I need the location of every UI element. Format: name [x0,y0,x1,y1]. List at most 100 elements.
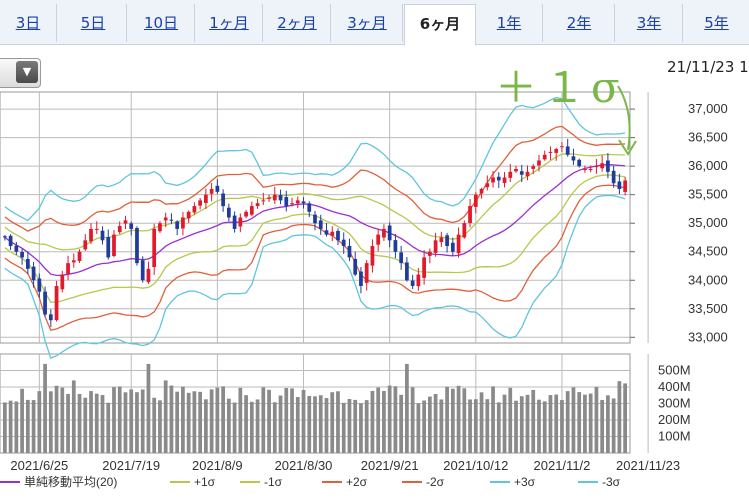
volume-bar [158,400,162,453]
volume-bar [221,386,225,453]
volume-bar [468,399,472,453]
tab-1[interactable]: 3日 [0,4,57,42]
tab-9[interactable]: 2年 [544,4,615,42]
candle-body [427,251,432,256]
candle-body [422,257,426,278]
volume-bar [295,397,300,453]
candle-body [14,245,19,252]
volume-bar [204,399,208,453]
volume-bar [542,401,547,453]
volume-bar [25,399,30,453]
candle-body [83,240,88,250]
volume-bar [433,394,438,453]
plus-3-sigma-line [4,96,626,222]
volume-bar [129,389,134,453]
volume-bar [100,395,105,453]
price-tick-label: 33,500 [688,301,728,316]
candle-body [307,203,312,212]
tab-10[interactable]: 3年 [616,4,683,42]
candle-body [450,242,455,252]
volume-bar [330,392,335,453]
candle-body [496,176,501,181]
candle-body [71,260,76,263]
volume-bar [571,387,576,453]
tab-11[interactable]: 5年 [684,4,749,42]
candle-body [77,251,82,261]
volume-bar [456,385,461,453]
candle-body [94,228,99,230]
volume-bar [359,403,363,453]
candle-body [382,228,386,238]
volume-bar [215,387,220,453]
candle-body [163,217,168,221]
volume-bar [272,402,277,453]
candle-body [3,236,7,238]
volume-bar [606,395,610,453]
candle-body [301,201,306,204]
volume-bar [399,394,404,453]
candle-body [31,266,36,281]
volume-bar [617,381,622,453]
candle-body [284,197,289,207]
candle-body [600,163,605,169]
volume-bar [209,389,214,453]
volume-bar [123,392,128,453]
volume-bar [410,387,415,453]
candle-body [491,177,495,183]
tab-6[interactable]: 3ヶ月 [332,4,403,42]
volume-bar [301,389,306,453]
volume-bar [198,391,203,453]
tab-8[interactable]: 1年 [476,4,543,42]
legend-label: -3σ [602,475,621,489]
candle-body [226,207,231,218]
volume-bar [186,392,191,453]
volume-bar [382,390,386,453]
volume-bar [439,399,444,453]
tab-5[interactable]: 2ヶ月 [264,4,331,42]
volume-bar [422,400,426,453]
volume-bar [226,398,231,453]
candle-body [537,160,541,166]
volume-bar [255,399,260,453]
x-tick-label: 2021/11/23 [616,458,680,473]
price-tick-label: 35,000 [688,215,728,230]
volume-bar [318,395,323,453]
candle-body [43,291,47,315]
candle-body [267,197,271,199]
candle-body [272,194,277,201]
candle-body [117,226,122,233]
volume-bar [163,380,168,453]
candle-body [479,188,484,194]
candle-body [548,151,553,153]
candle-body [158,223,162,232]
candle-body [393,240,398,252]
x-tick-label: 2021/7/19 [102,458,160,473]
candle-body [175,221,180,229]
candle-body [583,169,587,171]
candle-body [54,285,59,321]
volume-bar [135,392,139,453]
candle-body [364,263,369,283]
volume-bar [491,386,495,453]
volume-bar [146,363,151,453]
candle-body [181,217,185,229]
candle-body [129,223,134,229]
candle-body [244,211,248,217]
candle-body [456,234,461,254]
volume-bar [106,402,111,453]
dropdown-arrow-icon[interactable]: ▼ [16,61,38,83]
chart-type-select[interactable]: ▼ [0,58,41,88]
candle-body [376,234,381,245]
moving-average-line [4,164,626,277]
tab-3[interactable]: 10日 [128,4,195,42]
volume-bar [336,391,340,453]
volume-bar [3,402,7,453]
candle-body [433,240,438,253]
volume-bar [244,395,248,453]
tab-7[interactable]: 6ヶ月 [404,4,476,46]
tab-2[interactable]: 5日 [60,4,127,42]
tab-4[interactable]: 1ヶ月 [196,4,263,42]
candle-body [588,169,593,171]
candle-body [330,231,335,236]
